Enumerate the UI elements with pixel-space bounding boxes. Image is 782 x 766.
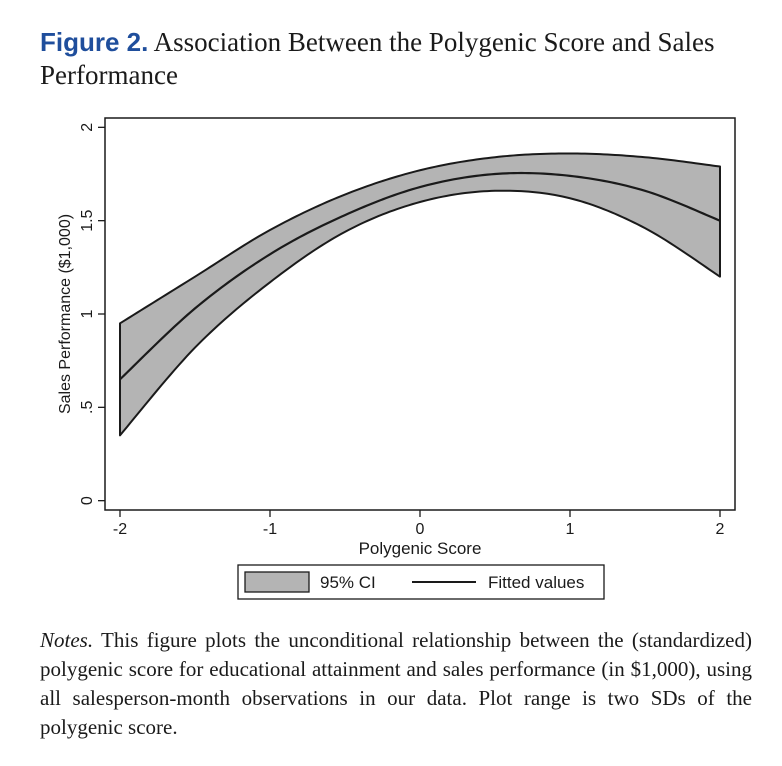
figure-caption: Figure 2. Association Between the Polyge…	[40, 26, 760, 92]
x-axis-label: Polygenic Score	[359, 539, 482, 558]
y-axis-label: Sales Performance ($1,000)	[57, 214, 74, 414]
chart: -2 -1 0 1 2 0 .5 1 1.5 2 Polygenic Score Sales Pe…	[57, 117, 736, 600]
figure-title: Association Between the Polygenic Score …	[40, 27, 715, 90]
legend-label-ci: 95% CI	[320, 573, 376, 592]
ci-band	[119, 152, 721, 437]
figure-label: Figure 2.	[40, 27, 149, 57]
legend: 95% CI Fitted values	[237, 564, 605, 600]
x-tick-label: -2	[113, 521, 127, 538]
x-tick-label: 2	[716, 521, 725, 538]
legend-swatch-ci	[244, 571, 310, 593]
y-tick-label: .5	[79, 401, 96, 414]
fitted-line	[119, 171, 721, 381]
legend-label-fitted: Fitted values	[488, 573, 584, 592]
x-tick-label: -1	[263, 521, 277, 538]
y-tick-label: 1	[79, 309, 96, 318]
x-tick-label: 0	[416, 521, 425, 538]
y-tick-label: 0	[79, 496, 96, 505]
plot-area	[119, 152, 721, 437]
y-tick-label: 2	[79, 123, 96, 132]
figure-notes: Notes. This figure plots the uncondition…	[40, 626, 752, 742]
notes-text: This figure plots the unconditional rela…	[40, 628, 752, 739]
x-tick-label: 1	[566, 521, 575, 538]
notes-label: Notes.	[40, 628, 94, 652]
axes: -2 -1 0 1 2 0 .5 1 1.5 2	[79, 123, 725, 538]
y-tick-label: 1.5	[79, 209, 96, 231]
